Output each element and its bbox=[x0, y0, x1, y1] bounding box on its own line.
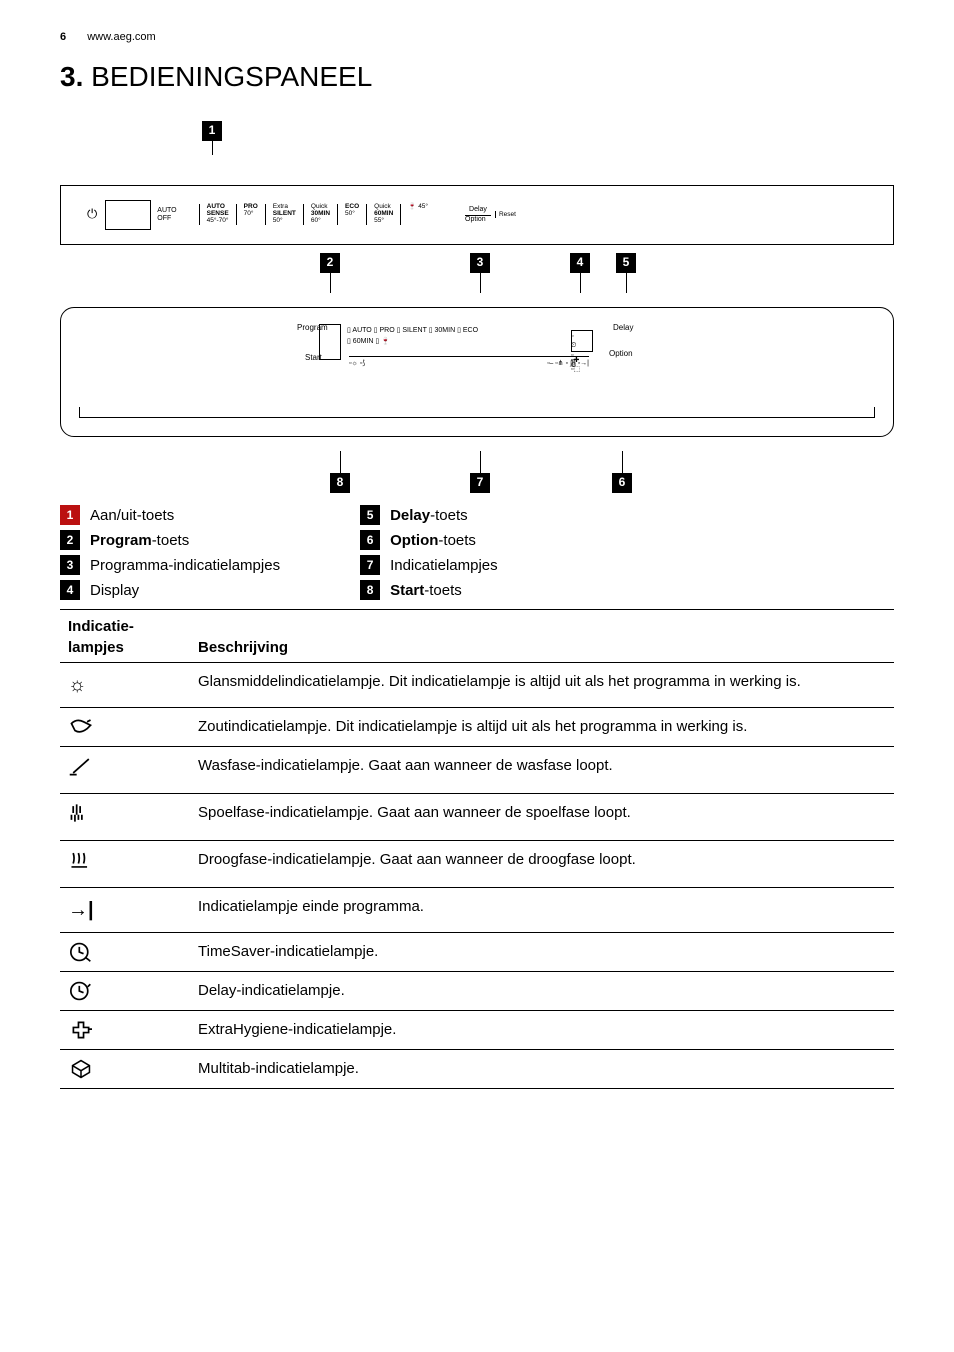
desc-end: Indicatielampje einde programma. bbox=[190, 887, 894, 932]
desc-salt: Zoutindicatielampje. Dit indicatielampje… bbox=[190, 707, 894, 746]
option-label: Option bbox=[465, 216, 491, 224]
desc-rinse-aid: Glansmiddelindicatielampje. Dit indicati… bbox=[190, 662, 894, 707]
legend-num-5: 5 bbox=[360, 505, 380, 525]
icon-rinse-aid bbox=[60, 662, 190, 707]
desc-dry: Droogfase-indicatielampje. Gaat aan wann… bbox=[190, 840, 894, 887]
page-url: www.aeg.com bbox=[87, 31, 155, 43]
d2-delay-label: Delay bbox=[613, 322, 633, 333]
callout-5: 5 bbox=[616, 253, 636, 273]
legend-num-7: 7 bbox=[360, 555, 380, 575]
icon-delay bbox=[60, 971, 190, 1010]
d2-option-label: Option bbox=[609, 348, 633, 359]
desc-multitab: Multitab-indicatielampje. bbox=[190, 1049, 894, 1088]
callout-3: 3 bbox=[470, 253, 490, 273]
diagram2-bottom-callouts: 8 7 6 bbox=[60, 451, 894, 495]
legend-text-3: Programma-indicatielampjes bbox=[90, 555, 280, 576]
delay-option-group: Delay Option Reset bbox=[465, 206, 516, 224]
power-icon: ⏻ bbox=[87, 205, 97, 223]
icon-dry bbox=[60, 840, 190, 887]
icon-salt bbox=[60, 707, 190, 746]
diagram2-top-callouts: 2 3 4 5 bbox=[60, 253, 894, 293]
icon-end: →| bbox=[60, 887, 190, 932]
icon-multitab bbox=[60, 1049, 190, 1088]
icon-timesaver bbox=[60, 932, 190, 971]
legend-text-6: Option-toets bbox=[390, 530, 476, 551]
callout-2: 2 bbox=[320, 253, 340, 273]
auto-off-label: AUTOOFF bbox=[157, 207, 176, 222]
legend-num-1: 1 bbox=[60, 505, 80, 525]
callout-8: 8 bbox=[330, 473, 350, 493]
legend-num-3: 3 bbox=[60, 555, 80, 575]
legend-text-7: Indicatielampjes bbox=[390, 555, 498, 576]
indicator-table: Indicatie-lampjes Beschrijving Glansmidd… bbox=[60, 609, 894, 1089]
program-list: AUTOSENSE45°-70° PRO70° ExtraSILENT50° Q… bbox=[199, 204, 435, 224]
legend-num-2: 2 bbox=[60, 530, 80, 550]
icon-extrahygiene bbox=[60, 1010, 190, 1049]
icon-rinse bbox=[60, 793, 190, 840]
legend-text-8: Start-toets bbox=[390, 580, 462, 601]
delay-label: Delay bbox=[465, 206, 491, 216]
icon-wash bbox=[60, 746, 190, 793]
legend-right: 5 Delay-toets 6 Option-toets 7 Indicatielam… bbox=[360, 505, 498, 601]
desc-delay: Delay-indicatielampje. bbox=[190, 971, 894, 1010]
desc-wash: Wasfase-indicatielampje. Gaat aan wannee… bbox=[190, 746, 894, 793]
desc-rinse: Spoelfase-indicatielampje. Gaat aan wann… bbox=[190, 793, 894, 840]
desc-timesaver: TimeSaver-indicatielampje. bbox=[190, 932, 894, 971]
section-title: BEDIENINGSPANEEL bbox=[91, 61, 372, 92]
legend-num-4: 4 bbox=[60, 580, 80, 600]
legend-num-8: 8 bbox=[360, 580, 380, 600]
th-icon: Indicatie-lampjes bbox=[60, 609, 190, 662]
legend-text-1: Aan/uit-toets bbox=[90, 505, 174, 526]
th-desc: Beschrijving bbox=[190, 609, 894, 662]
control-panel-diagram: ⏻ AUTOOFF AUTOSENSE45°-70° PRO70° ExtraS… bbox=[60, 185, 894, 245]
legend-num-6: 6 bbox=[360, 530, 380, 550]
legend-text-4: Display bbox=[90, 580, 139, 601]
display-rect bbox=[105, 200, 151, 230]
section-number: 3. bbox=[60, 61, 83, 92]
callout-4: 4 bbox=[570, 253, 590, 273]
legend-text-2: Program-toets bbox=[90, 530, 189, 551]
callout-1: 1 bbox=[202, 121, 222, 141]
page-header: 6 www.aeg.com bbox=[60, 30, 894, 45]
reset-label: Reset bbox=[499, 211, 516, 218]
diagram1-top-callouts: 1 bbox=[60, 121, 894, 155]
legend-left: 1 Aan/uit-toets 2 Program-toets 3 Programma… bbox=[60, 505, 280, 601]
page-number: 6 bbox=[60, 31, 66, 43]
legend: 1 Aan/uit-toets 2 Program-toets 3 Programma… bbox=[60, 505, 894, 601]
desc-extrahygiene: ExtraHygiene-indicatielampje. bbox=[190, 1010, 894, 1049]
display-diagram: Program Start Delay Option ▯ AUTO ▯ PRO … bbox=[60, 307, 894, 437]
section-heading: 3. BEDIENINGSPANEEL bbox=[60, 57, 894, 96]
callout-6: 6 bbox=[612, 473, 632, 493]
callout-7: 7 bbox=[470, 473, 490, 493]
legend-text-5: Delay-toets bbox=[390, 505, 468, 526]
